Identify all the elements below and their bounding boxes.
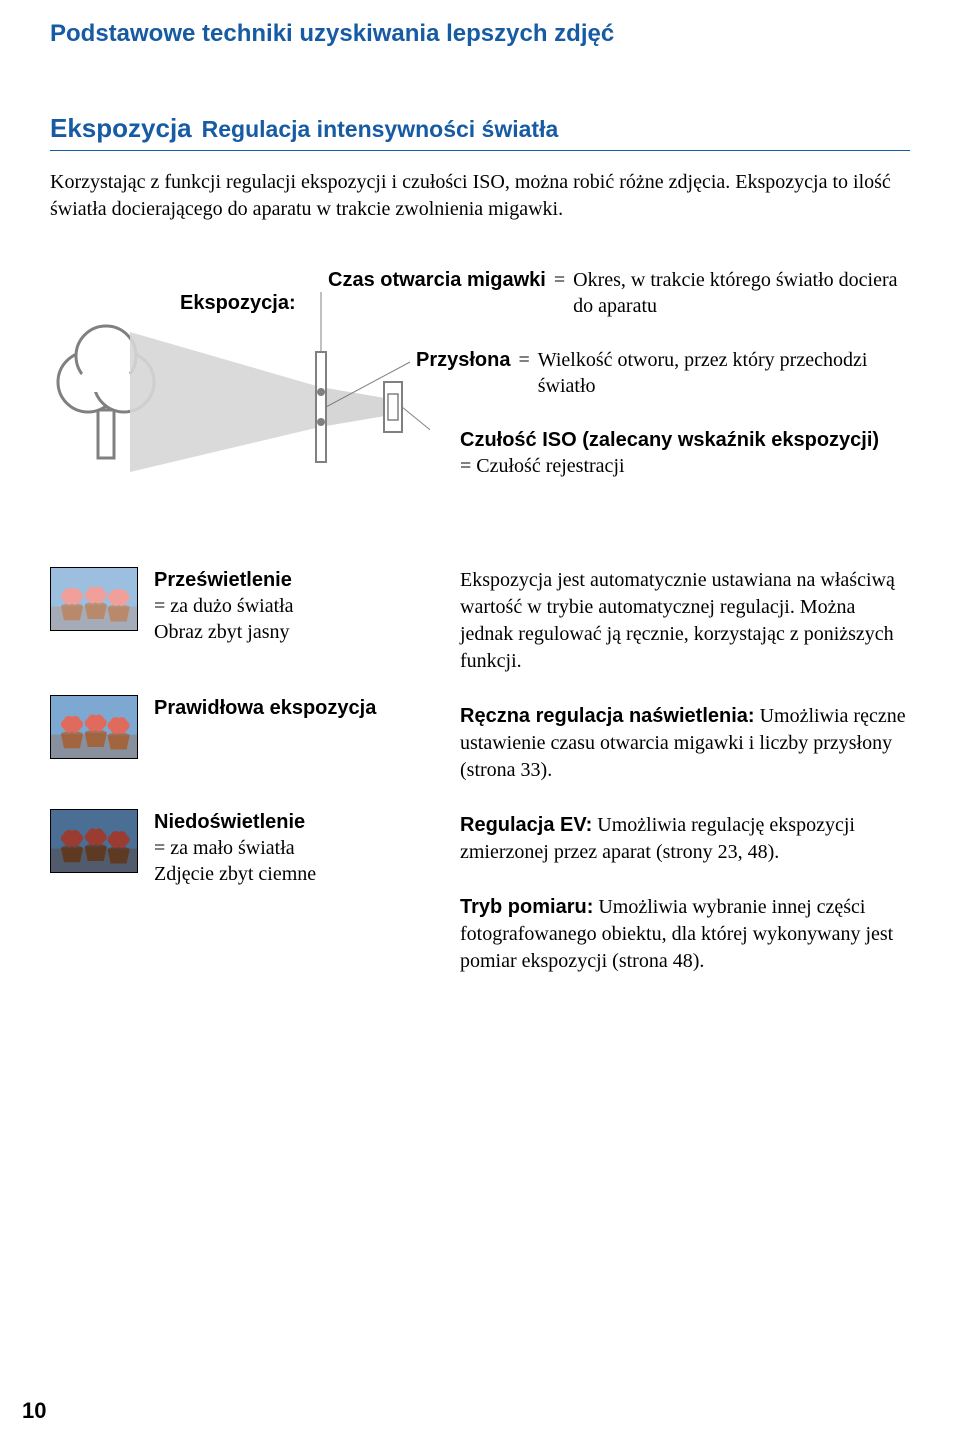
iso-definition: Czułość ISO (zalecany wskaźnik ekspozycj…: [460, 427, 900, 479]
exposure-label: Ekspozycja:: [180, 292, 296, 315]
examples-left-column: Prześwietlenie = za dużo światła Obraz z…: [50, 567, 430, 1003]
tree-lens-illustration: [50, 292, 430, 512]
aperture-text: Wielkość otworu, przez który przechodzi …: [538, 347, 916, 399]
shutter-label: Czas otwarcia migawki: [328, 267, 546, 319]
auto-paragraph: Ekspozycja jest automatycznie ustawiana …: [460, 567, 910, 675]
example-title: Prawidłowa ekspozycja: [154, 695, 376, 721]
example-row: Niedoświetlenie = za mało światła Zdjęci…: [50, 809, 430, 887]
manual-block: Ręczna regulacja naświetlenia: Umożliwia…: [460, 703, 910, 784]
example-sub: Obraz zbyt jasny: [154, 619, 294, 645]
divider: [50, 150, 910, 151]
meter-block: Tryb pomiaru: Umożliwia wybranie innej c…: [460, 894, 910, 975]
section-subtitle: Regulacja intensywności światła: [202, 116, 559, 143]
section-tag: Ekspozycja: [50, 113, 192, 144]
shutter-definition: Czas otwarcia migawki = Okres, w trakcie…: [328, 267, 918, 319]
section-header: Ekspozycja Regulacja intensywności świat…: [50, 113, 910, 144]
meter-heading: Tryb pomiaru:: [460, 896, 593, 918]
example-row: Prześwietlenie = za dużo światła Obraz z…: [50, 567, 430, 645]
eq: =: [518, 347, 529, 399]
example-sub: = za mało światła: [154, 835, 316, 861]
example-title: Niedoświetlenie: [154, 809, 316, 835]
overexposed-thumb: [50, 567, 138, 631]
intro-paragraph: Korzystając z funkcji regulacji ekspozyc…: [50, 169, 910, 223]
example-row: Prawidłowa ekspozycja: [50, 695, 430, 759]
examples-section: Prześwietlenie = za dużo światła Obraz z…: [50, 567, 910, 1003]
page-title: Podstawowe techniki uzyskiwania lepszych…: [50, 20, 910, 48]
examples-right-column: Ekspozycja jest automatycznie ustawiana …: [460, 567, 910, 1003]
manual-heading: Ręczna regulacja naświetlenia:: [460, 705, 755, 727]
example-sub: = za dużo światła: [154, 593, 294, 619]
ev-block: Regulacja EV: Umożliwia regulację ekspoz…: [460, 812, 910, 866]
example-title: Prześwietlenie: [154, 567, 294, 593]
iso-text: = Czułość rejestracji: [460, 453, 900, 479]
ev-heading: Regulacja EV:: [460, 814, 592, 836]
page-number: 10: [22, 1398, 46, 1424]
aperture-definition: Przysłona = Wielkość otworu, przez który…: [416, 347, 916, 399]
iso-title: Czułość ISO (zalecany wskaźnik ekspozycj…: [460, 427, 900, 453]
example-sub: Zdjęcie zbyt ciemne: [154, 861, 316, 887]
eq: =: [554, 267, 565, 319]
correct-exposure-thumb: [50, 695, 138, 759]
shutter-text: Okres, w trakcie którego światło dociera…: [573, 267, 918, 319]
exposure-diagram: Czas otwarcia migawki = Okres, w trakcie…: [50, 237, 910, 527]
underexposed-thumb: [50, 809, 138, 873]
aperture-label: Przysłona: [416, 347, 510, 399]
